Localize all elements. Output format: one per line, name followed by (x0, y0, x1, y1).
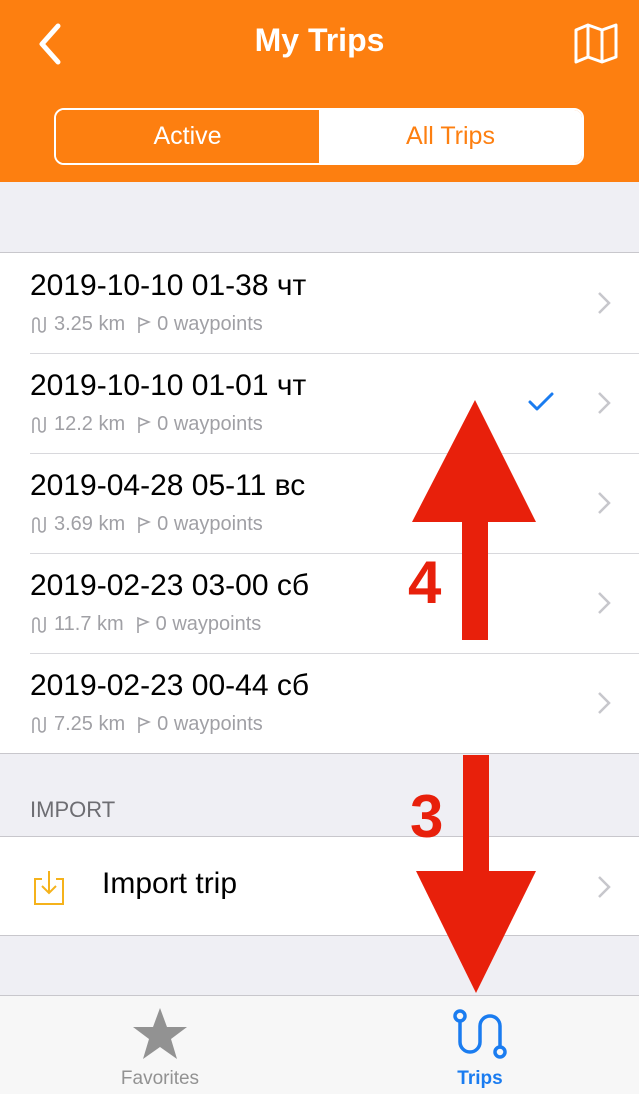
chevron-right-icon (598, 592, 611, 614)
chevron-right-icon (598, 876, 611, 898)
trip-filter-segmented-control: Active All Trips (54, 108, 584, 165)
tab-trips-label: Trips (457, 1068, 503, 1089)
flag-icon (138, 416, 152, 433)
trip-meta: 3.69 km 0 waypoints (30, 513, 263, 536)
route-icon (453, 1009, 507, 1059)
route-icon (32, 616, 46, 633)
route-icon (32, 716, 46, 733)
checkmark-icon (528, 392, 554, 411)
trip-waypoints: 0 waypoints (157, 713, 263, 735)
trip-row[interactable]: 2019-02-23 00-44 сб 7.25 km 0 waypoints (0, 653, 639, 753)
trip-meta: 11.7 km 0 waypoints (30, 613, 261, 636)
trip-waypoints: 0 waypoints (157, 313, 263, 335)
flag-icon (138, 516, 152, 533)
trip-row[interactable]: 2019-02-23 03-00 сб 11.7 km 0 waypoints (0, 553, 639, 653)
tab-favorites-label: Favorites (120, 1068, 200, 1089)
chevron-right-icon (598, 492, 611, 514)
chevron-right-icon (598, 292, 611, 314)
route-icon (32, 416, 46, 433)
trip-title: 2019-02-23 03-00 сб (30, 569, 310, 602)
route-icon (32, 316, 46, 333)
trip-waypoints: 0 waypoints (157, 513, 263, 535)
tab-favorites[interactable]: Favorites (0, 996, 320, 1094)
trip-row[interactable]: 2019-10-10 01-01 чт 12.2 km 0 waypoints (0, 353, 639, 453)
trip-meta: 7.25 km 0 waypoints (30, 713, 263, 736)
annotation-down-arrow (416, 755, 536, 993)
tab-bar: Favorites Trips (0, 995, 639, 1094)
trip-waypoints: 0 waypoints (157, 413, 263, 435)
trip-list: 2019-10-10 01-38 чт 3.25 km 0 waypoints … (0, 252, 639, 754)
trip-waypoints: 0 waypoints (155, 613, 262, 635)
back-button[interactable] (30, 20, 74, 68)
flag-icon (136, 616, 150, 633)
nav-header: My Trips Active All Trips (0, 0, 639, 182)
trip-distance: 3.69 km (54, 513, 126, 535)
tab-trips[interactable]: Trips (320, 996, 639, 1094)
trip-title: 2019-10-10 01-01 чт (30, 369, 307, 402)
import-trip-row[interactable]: Import trip (0, 836, 639, 936)
trip-distance: 11.7 km (54, 613, 124, 635)
chevron-right-icon (598, 392, 611, 414)
annotation-label-3: 3 (410, 783, 444, 850)
trip-title: 2019-10-10 01-38 чт (30, 269, 307, 302)
trip-meta: 3.25 km 0 waypoints (30, 313, 263, 336)
import-icon (34, 871, 64, 905)
page-title: My Trips (254, 22, 385, 58)
chevron-left-icon (39, 23, 61, 65)
trip-distance: 7.25 km (54, 713, 126, 735)
segment-active[interactable]: Active (56, 110, 319, 163)
trip-title: 2019-02-23 00-44 сб (30, 669, 310, 702)
trip-distance: 12.2 km (54, 413, 126, 435)
route-icon (32, 516, 46, 533)
flag-icon (138, 316, 152, 333)
import-trip-label: Import trip (102, 867, 238, 900)
map-icon (574, 23, 618, 64)
star-icon (133, 1008, 187, 1059)
chevron-right-icon (598, 692, 611, 714)
segment-all-trips[interactable]: All Trips (319, 110, 582, 163)
trip-title: 2019-04-28 05-11 вс (30, 469, 306, 502)
annotation-up-arrow (412, 400, 536, 640)
trip-row[interactable]: 2019-04-28 05-11 вс 3.69 km 0 waypoints (0, 453, 639, 553)
annotation-label-4: 4 (408, 549, 442, 616)
trip-distance: 3.25 km (54, 313, 126, 335)
map-button[interactable] (572, 22, 620, 64)
import-section-header: IMPORT (30, 797, 116, 822)
trip-meta: 12.2 km 0 waypoints (30, 413, 263, 436)
flag-icon (138, 716, 152, 733)
trip-row[interactable]: 2019-10-10 01-38 чт 3.25 km 0 waypoints (0, 253, 639, 353)
